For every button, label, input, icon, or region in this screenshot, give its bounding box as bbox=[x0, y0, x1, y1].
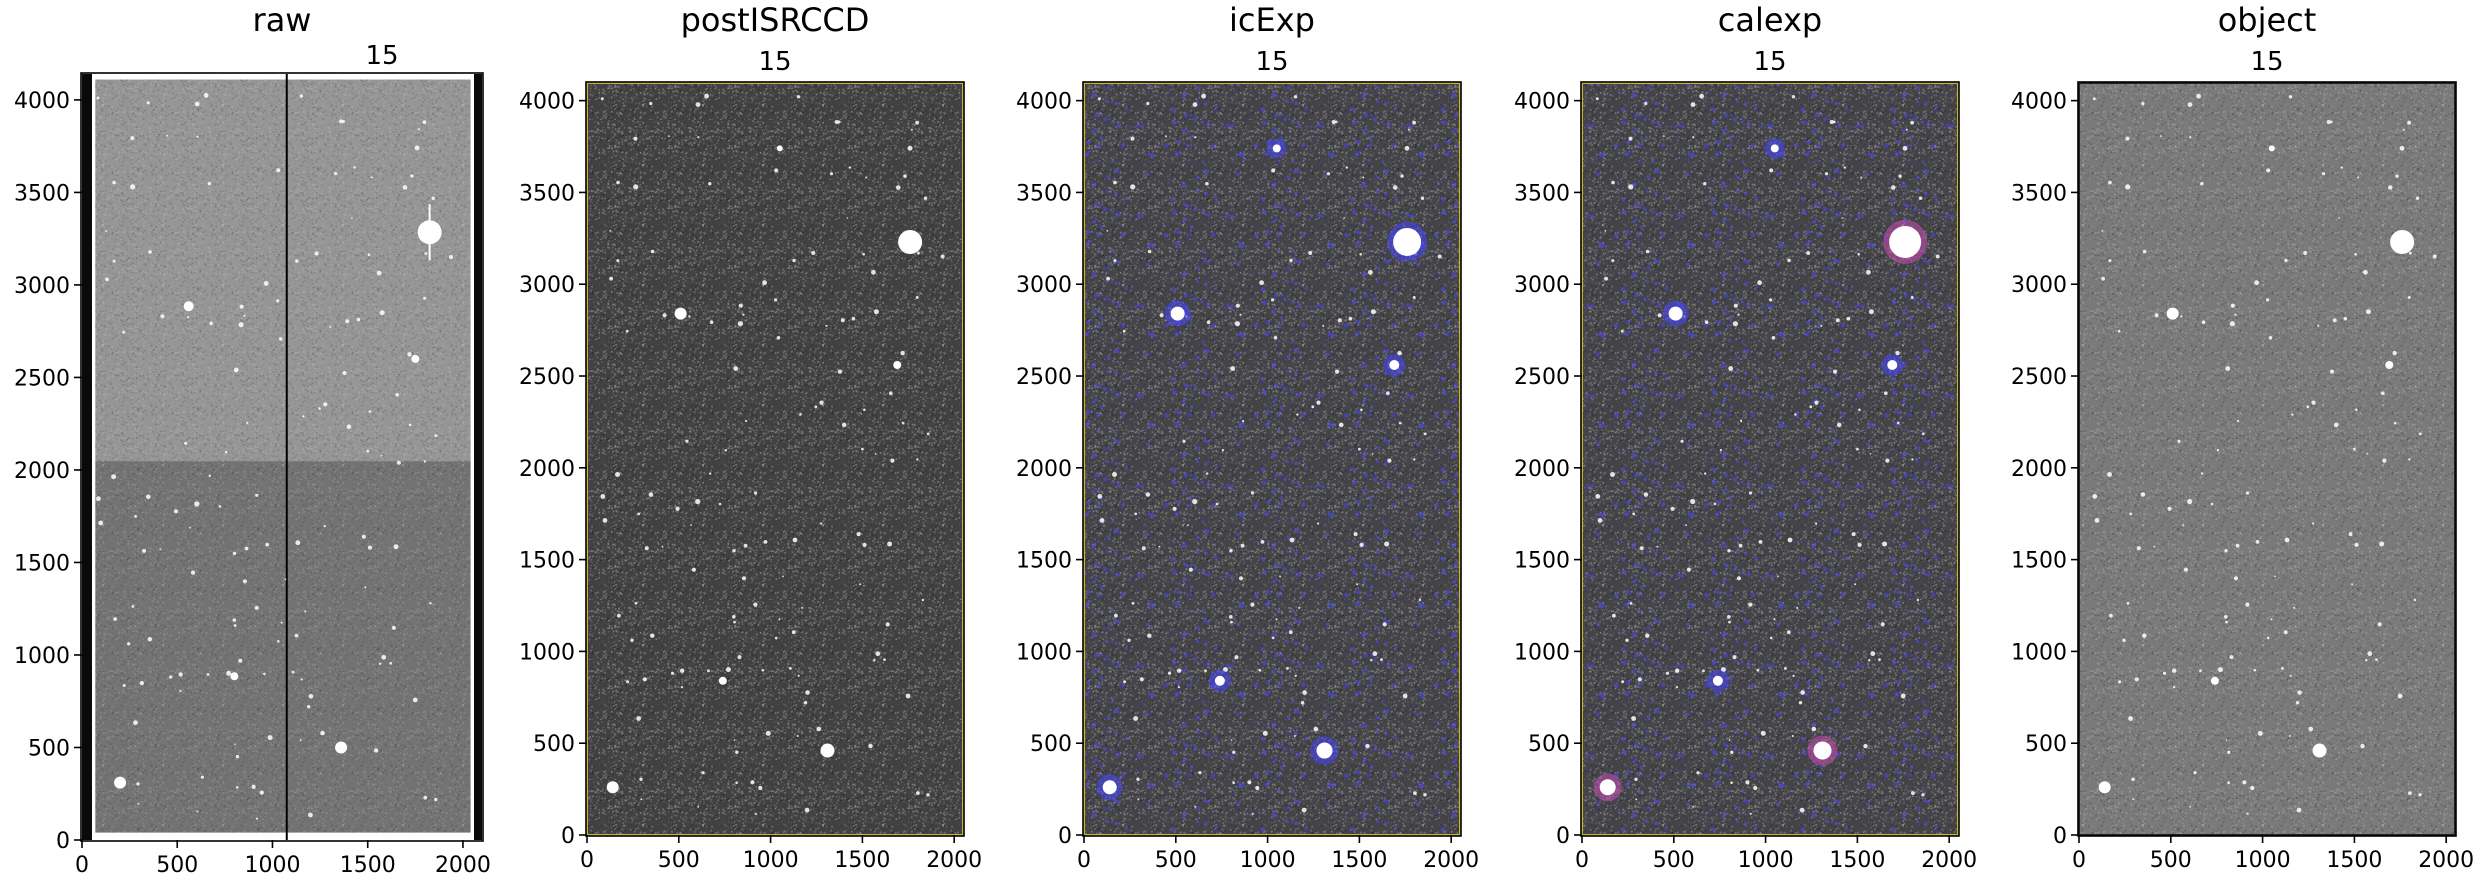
y-tick-label: 0 bbox=[56, 829, 70, 854]
y-tick-label: 3500 bbox=[14, 181, 70, 206]
x-tick-label: 1000 bbox=[244, 853, 300, 878]
y-tick-label: 500 bbox=[1528, 732, 1570, 757]
ccd-label: 15 bbox=[758, 47, 791, 77]
y-tick-label: 0 bbox=[1556, 824, 1570, 849]
x-tick-label: 500 bbox=[156, 853, 198, 878]
x-tick-label: 500 bbox=[1155, 848, 1197, 873]
x-tick-label: 1000 bbox=[1240, 848, 1296, 873]
x-tick-label: 1000 bbox=[2235, 848, 2291, 873]
y-tick-label: 3500 bbox=[1514, 181, 1570, 206]
y-tick-label: 4000 bbox=[14, 89, 70, 114]
y-tick-label: 2500 bbox=[2011, 365, 2067, 390]
x-tick-label: 500 bbox=[658, 848, 700, 873]
panel-icExp: icExp 15 0 500 1000 1500 2000 0 500 1000 1500 2000 2… bbox=[1016, 1, 1479, 873]
x-tick-label: 2000 bbox=[2418, 848, 2474, 873]
y-tick-label: 1000 bbox=[1514, 640, 1570, 665]
x-tick-label: 1500 bbox=[834, 848, 890, 873]
image-postISRCCD bbox=[586, 82, 964, 836]
panel-title: calexp bbox=[1718, 1, 1822, 39]
x-tick-label: 2000 bbox=[1921, 848, 1977, 873]
panel-raw: raw 15 0 500 1000 1500 2000 0 500 1000 1500 2000 250… bbox=[14, 1, 491, 878]
image-icExp bbox=[1083, 82, 1461, 836]
y-tick-label: 500 bbox=[1030, 732, 1072, 757]
y-tick-label: 500 bbox=[533, 732, 575, 757]
y-tick-label: 3500 bbox=[519, 181, 575, 206]
panel-title: raw bbox=[253, 1, 312, 39]
x-tick-label: 2000 bbox=[926, 848, 982, 873]
y-tick-label: 0 bbox=[561, 824, 575, 849]
y-tick-label: 2000 bbox=[519, 457, 575, 482]
y-tick-label: 0 bbox=[2053, 824, 2067, 849]
y-tick-label: 3500 bbox=[2011, 181, 2067, 206]
y-tick-label: 1500 bbox=[1016, 549, 1072, 574]
x-tick-label: 1500 bbox=[1829, 848, 1885, 873]
panel-title: icExp bbox=[1229, 1, 1315, 39]
image-raw bbox=[82, 74, 482, 840]
x-tick-label: 2000 bbox=[1423, 848, 1479, 873]
y-tick-label: 3000 bbox=[2011, 273, 2067, 298]
y-tick-label: 2500 bbox=[519, 365, 575, 390]
y-tick-label: 2000 bbox=[2011, 457, 2067, 482]
x-tick-label: 0 bbox=[1575, 848, 1589, 873]
y-tick-label: 4000 bbox=[519, 90, 575, 115]
y-tick-label: 4000 bbox=[1016, 90, 1072, 115]
y-tick-label: 2500 bbox=[1016, 365, 1072, 390]
y-tick-label: 1500 bbox=[14, 551, 70, 576]
x-tick-label: 1000 bbox=[1738, 848, 1794, 873]
y-tick-label: 3500 bbox=[1016, 181, 1072, 206]
x-tick-label: 500 bbox=[1653, 848, 1695, 873]
y-tick-label: 1500 bbox=[2011, 549, 2067, 574]
ccd-label: 15 bbox=[1753, 47, 1786, 77]
y-tick-label: 2500 bbox=[14, 366, 70, 391]
x-tick-label: 0 bbox=[1077, 848, 1091, 873]
panel-postISRCCD: postISRCCD 15 0 500 1000 1500 2000 0 500 1000 1500… bbox=[519, 1, 982, 873]
y-tick-label: 4000 bbox=[2011, 90, 2067, 115]
x-tick-label: 0 bbox=[75, 853, 89, 878]
panel-title: object bbox=[2218, 1, 2317, 39]
x-tick-label: 2000 bbox=[435, 853, 491, 878]
x-tick-label: 1000 bbox=[743, 848, 799, 873]
y-tick-label: 0 bbox=[1058, 824, 1072, 849]
image-calexp bbox=[1581, 82, 1959, 836]
panel-title: postISRCCD bbox=[681, 1, 870, 39]
y-tick-label: 1000 bbox=[519, 640, 575, 665]
y-tick-label: 4000 bbox=[1514, 90, 1570, 115]
y-tick-label: 2000 bbox=[1016, 457, 1072, 482]
y-tick-label: 3000 bbox=[1016, 273, 1072, 298]
y-tick-label: 1000 bbox=[2011, 640, 2067, 665]
x-tick-label: 1500 bbox=[1331, 848, 1387, 873]
panel-calexp: calexp 15 0 500 1000 1500 2000 0 500 1000 1500 2000… bbox=[1514, 1, 1977, 873]
panel-object: object 15 0 500 1000 1500 2000 0 500 1000 1500 2000… bbox=[2011, 1, 2474, 873]
ccd-label: 15 bbox=[2250, 47, 2283, 77]
x-tick-label: 0 bbox=[580, 848, 594, 873]
y-tick-label: 500 bbox=[28, 736, 70, 761]
y-tick-label: 3000 bbox=[1514, 273, 1570, 298]
x-tick-label: 1500 bbox=[340, 853, 396, 878]
ccd-label: 15 bbox=[365, 41, 398, 71]
image-object bbox=[2078, 82, 2456, 836]
y-tick-label: 2000 bbox=[1514, 457, 1570, 482]
x-tick-label: 1500 bbox=[2326, 848, 2382, 873]
y-tick-label: 3000 bbox=[14, 274, 70, 299]
y-tick-label: 1500 bbox=[1514, 549, 1570, 574]
ccd-label: 15 bbox=[1255, 47, 1288, 77]
y-tick-label: 2000 bbox=[14, 459, 70, 484]
y-tick-label: 1000 bbox=[14, 644, 70, 669]
y-tick-label: 1500 bbox=[519, 549, 575, 574]
y-tick-label: 2500 bbox=[1514, 365, 1570, 390]
x-tick-label: 0 bbox=[2072, 848, 2086, 873]
y-tick-label: 500 bbox=[2025, 732, 2067, 757]
x-tick-label: 500 bbox=[2150, 848, 2192, 873]
y-tick-label: 1000 bbox=[1016, 640, 1072, 665]
y-tick-label: 3000 bbox=[519, 273, 575, 298]
